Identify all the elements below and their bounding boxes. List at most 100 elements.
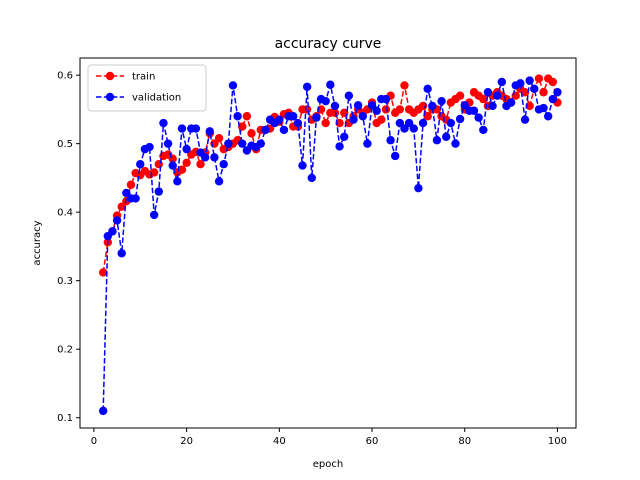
data-point-validation [548,94,558,104]
y-tick-label: 0.2 [57,345,73,356]
data-point-validation [200,153,210,162]
data-point-validation [224,139,233,148]
y-axis: 0.1 0.2 0.3 0.4 0.5 0.6 [57,71,80,424]
data-point-train [238,122,247,131]
data-point-validation [520,115,530,124]
data-point-validation [409,124,418,133]
data-point-train [154,160,163,169]
data-point-validation [344,91,354,100]
x-tick-label: 100 [548,436,567,447]
data-point-validation [238,139,247,148]
legend-marker-train [105,71,115,81]
data-point-train [321,118,330,128]
data-point-validation [516,79,525,88]
data-point-train [117,202,126,211]
legend-label-train: train [132,72,155,83]
data-point-validation [493,91,502,100]
data-point-validation [455,114,465,124]
y-tick-label: 0.5 [57,139,73,150]
data-point-validation [293,118,303,128]
data-point-train [182,158,191,168]
legend-label-validation: validation [132,93,181,104]
data-point-validation [451,139,460,148]
data-point-validation [335,142,344,151]
data-point-validation [182,144,191,154]
data-point-validation [136,160,145,169]
data-point-train [381,105,391,114]
y-tick-label: 0.3 [57,276,73,287]
data-point-validation [428,101,437,111]
y-tick-label: 0.6 [57,71,73,82]
data-point-validation [330,101,340,111]
data-point-validation [432,136,442,145]
data-point-validation [414,183,423,193]
data-point-validation [210,153,219,162]
data-point-validation [298,161,307,170]
legend-box [87,64,207,112]
data-point-validation [363,139,372,148]
data-point-validation [321,96,330,106]
data-point-validation [326,80,335,89]
data-point-validation [219,160,228,169]
data-point-train [196,160,205,169]
data-point-train [330,108,340,118]
data-point-validation [395,118,405,128]
data-point-train [242,112,252,121]
data-point-train [177,165,187,174]
data-point-validation [173,177,182,186]
data-point-train [400,81,409,90]
data-point-validation [149,210,159,220]
data-point-validation [543,112,553,121]
data-point-validation [391,151,400,161]
data-point-validation [191,124,201,133]
data-point-train [377,115,386,124]
x-axis-label: epoch [313,459,343,470]
x-tick-label: 60 [366,436,379,447]
data-point-validation [506,98,516,107]
data-point-validation [340,132,349,141]
data-point-validation [525,76,534,85]
data-point-validation [307,173,316,183]
data-point-train [423,112,432,121]
y-tick-label: 0.4 [57,208,73,219]
data-point-validation [372,106,381,115]
data-point-validation [168,161,177,170]
data-point-validation [539,103,548,113]
data-point-validation [404,118,414,128]
data-point-validation [117,249,126,258]
data-point-validation [381,94,391,104]
data-point-validation [553,88,562,97]
data-point-train [479,94,488,104]
data-point-validation [349,115,358,124]
data-point-validation [367,101,377,110]
data-point-validation [312,113,321,122]
data-point-validation [159,118,168,128]
data-point-validation [353,101,363,110]
data-point-validation [261,125,270,135]
data-point-train [395,105,405,114]
data-point-validation [279,125,289,135]
plot-area [98,74,562,416]
data-point-validation [145,142,154,152]
data-point-validation [214,177,224,186]
data-point-validation [302,82,312,91]
data-point-validation [418,118,428,128]
data-point-validation [479,125,488,135]
data-point-train [548,77,558,87]
data-point-validation [233,112,242,121]
data-point-validation [446,118,456,128]
data-point-validation [108,227,117,236]
data-point-train [126,180,136,189]
data-point-train [247,129,256,138]
data-point-validation [423,84,432,94]
data-point-validation [530,84,539,94]
data-point-validation [474,113,483,122]
data-point-train [335,118,344,128]
data-point-validation [163,139,173,148]
legend-marker-validation [105,92,115,102]
data-point-train [520,88,530,97]
data-point-validation [469,106,479,115]
data-point-validation [289,112,298,121]
data-point-train [98,268,108,277]
